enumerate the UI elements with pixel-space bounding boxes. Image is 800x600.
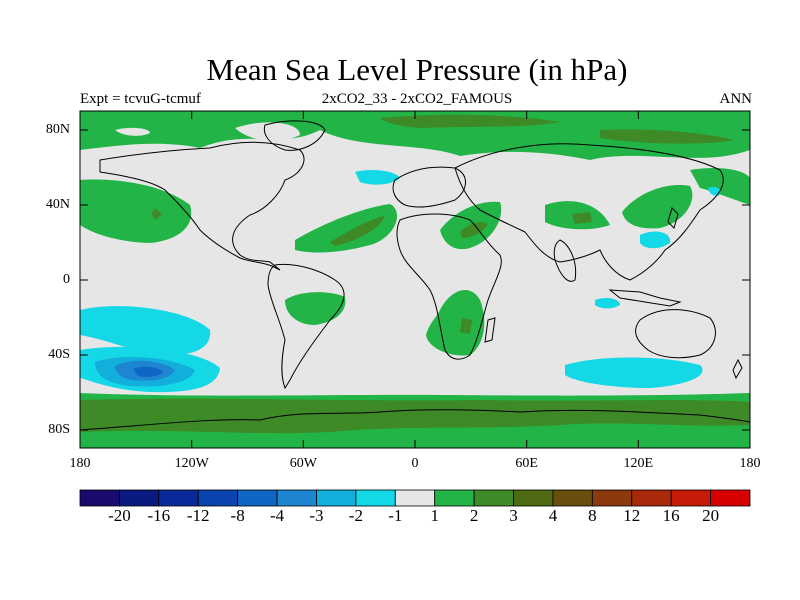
experiment-label: Expt = tcvuG-tcmuf [80,91,201,107]
colorbar-label: 20 [702,506,720,525]
colorbar-box [79,489,120,507]
lat-tick-label-80s: 80S [48,422,70,437]
colorbar-label: -3 [309,506,324,525]
anomaly-region-southeast-pacific-core [133,366,163,377]
lon-tick-label-60e: 60E [515,456,538,471]
lon-tick-label-180w: 180 [69,456,91,471]
coastline-antarctica [80,409,750,431]
coastline-japan [667,207,679,229]
colorbar-box [670,489,711,507]
colorbar-label: -4 [269,506,285,525]
coastline-new-zealand [732,358,743,380]
coastline-indonesia [608,289,682,307]
anomaly-region-north-atlantic-negative [115,127,150,136]
colorbar-box [434,489,475,507]
experiment-comparison: 2xCO2_33 - 2xCO2_FAMOUS [321,91,513,107]
coastline-australia [635,309,716,359]
colorbar-label: -16 [147,506,171,525]
colorbar-box [394,489,436,507]
coastline-india [553,239,577,282]
coastlines [80,120,750,431]
anomaly-region-arctic [80,111,750,160]
anomaly-region-indian-ocean-small-negative [595,297,620,309]
anomaly-region-indian-ocean-negative [565,357,703,388]
colorbar-label: -12 [186,506,210,525]
anomaly-region-south-africa-dark [460,318,472,334]
season-label: ANN [719,91,753,107]
lat-tick-label-40n: 40N [45,197,70,212]
anomaly-region-north-pacific-small-negative [708,186,721,196]
colorbar-box [316,489,357,507]
colorbar-label: 8 [588,506,597,525]
anomaly-region-arctic-core [380,114,560,128]
anomaly-region-south-atlantic [285,292,346,325]
coastline-africa [396,213,502,360]
colorbar-label: -2 [348,506,363,525]
colorbar-label: -8 [230,506,245,525]
colorbar-box [119,489,160,507]
anomaly-region-atlantic-dark [330,216,385,246]
colorbar-box [276,489,317,507]
colorbar [79,489,751,507]
coastline-greenland [263,120,326,151]
lat-tick-label-0: 0 [63,272,70,287]
colorbar-label: 2 [469,506,479,525]
coastline-south-america [267,263,345,390]
colorbar-label: 4 [548,506,558,525]
anomaly-region-arctic-east [600,129,735,144]
anomaly-region-north-pacific [80,179,192,243]
coastline-north-america [99,141,305,271]
anomaly-region-pacific-dark [151,208,162,220]
lat-tick-label-40s: 40S [48,347,70,362]
anomaly-region-atlantic [295,204,398,253]
colorbar-label: 1 [430,506,439,525]
lon-tick-label-180e: 180 [739,456,761,471]
lon-tick-label-0: 0 [411,456,419,471]
anomaly-region-east-asia [622,185,693,229]
colorbar-label: 16 [662,506,680,525]
coastline-asia [454,143,724,281]
colorbar-label: 12 [623,506,641,525]
colorbar-box [473,489,514,507]
colorbar-box [552,489,593,507]
axis-ticks [79,111,751,448]
coastline-madagascar [484,317,496,343]
lon-tick-label-120e: 120E [623,456,654,471]
colorbar-box [710,489,751,507]
anomaly-region-asia-dark [572,212,592,224]
anomaly-region-south-africa [426,289,485,356]
anomaly-region-west-pacific-negative [640,231,671,249]
colorbar-box [197,489,239,507]
anomaly-region-arctic-negative [355,170,400,185]
anomaly-region-south-pacific-negative [80,306,211,355]
colorbar-label: -1 [388,506,403,525]
coastline-europe [392,166,466,208]
lat-tick-label-80n: 80N [45,122,70,137]
colorbar-box [631,489,672,507]
anomaly-field [80,111,750,448]
anomaly-region-greenland-negative [235,122,300,141]
lon-tick-label-120w: 120W [174,456,209,471]
colorbar-label: -20 [108,506,131,525]
anomaly-region-southern-ocean-core [80,398,750,434]
map-title: Mean Sea Level Pressure (in hPa) [206,52,628,87]
colorbar-box [158,489,199,507]
colorbar-box [355,489,396,507]
anomaly-region-mediterranean-dark [460,222,488,238]
colorbar-box [591,489,633,507]
colorbar-box [513,489,554,507]
anomaly-region-north-pacific-2 [690,167,750,205]
colorbar-label: 3 [509,506,518,525]
map-background [80,111,750,448]
colorbar-box [237,489,278,507]
lon-tick-label-60w: 60W [289,456,317,471]
